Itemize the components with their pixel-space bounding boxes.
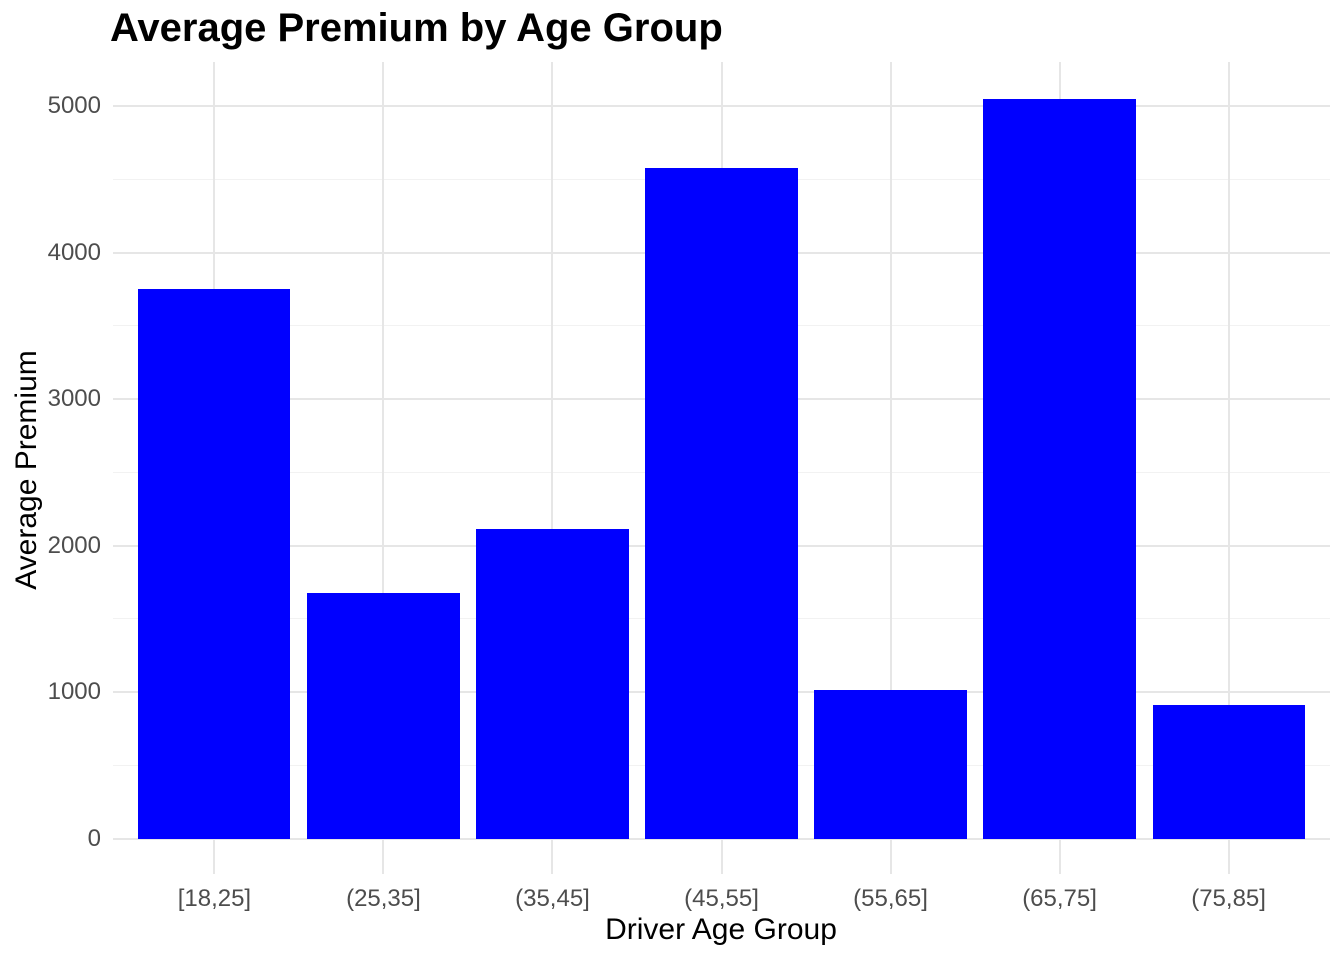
bar [307,592,460,839]
y-tick-label: 4000 [47,238,101,266]
y-tick-label: 3000 [47,385,101,413]
y-tick-label: 1000 [47,678,101,706]
bar [645,168,798,839]
bar [1152,704,1305,839]
y-tick-label: 0 [87,824,101,852]
x-tick-label: (25,35] [346,885,421,912]
x-gridline [382,62,385,874]
x-axis-title: Driver Age Group [605,913,837,946]
y-tick-label: 5000 [47,91,101,119]
x-gridline [1227,62,1230,874]
x-gridline [889,62,892,874]
x-tick-label: (35,45] [515,885,590,912]
chart-title: Average Premium by Age Group [110,6,723,50]
x-tick-label: (45,55] [684,885,759,912]
x-gridline [551,62,554,874]
x-tick-label: (55,65] [853,885,928,912]
y-tick-label: 2000 [47,531,101,559]
y-axis-title: Average Premium [10,350,43,590]
x-tick-label: (75,85] [1191,885,1266,912]
bar [983,98,1136,839]
bar [138,289,291,839]
bar [476,528,629,839]
x-tick-label: (65,75] [1022,885,1097,912]
bar [814,690,967,839]
x-tick-label: [18,25] [177,885,252,912]
